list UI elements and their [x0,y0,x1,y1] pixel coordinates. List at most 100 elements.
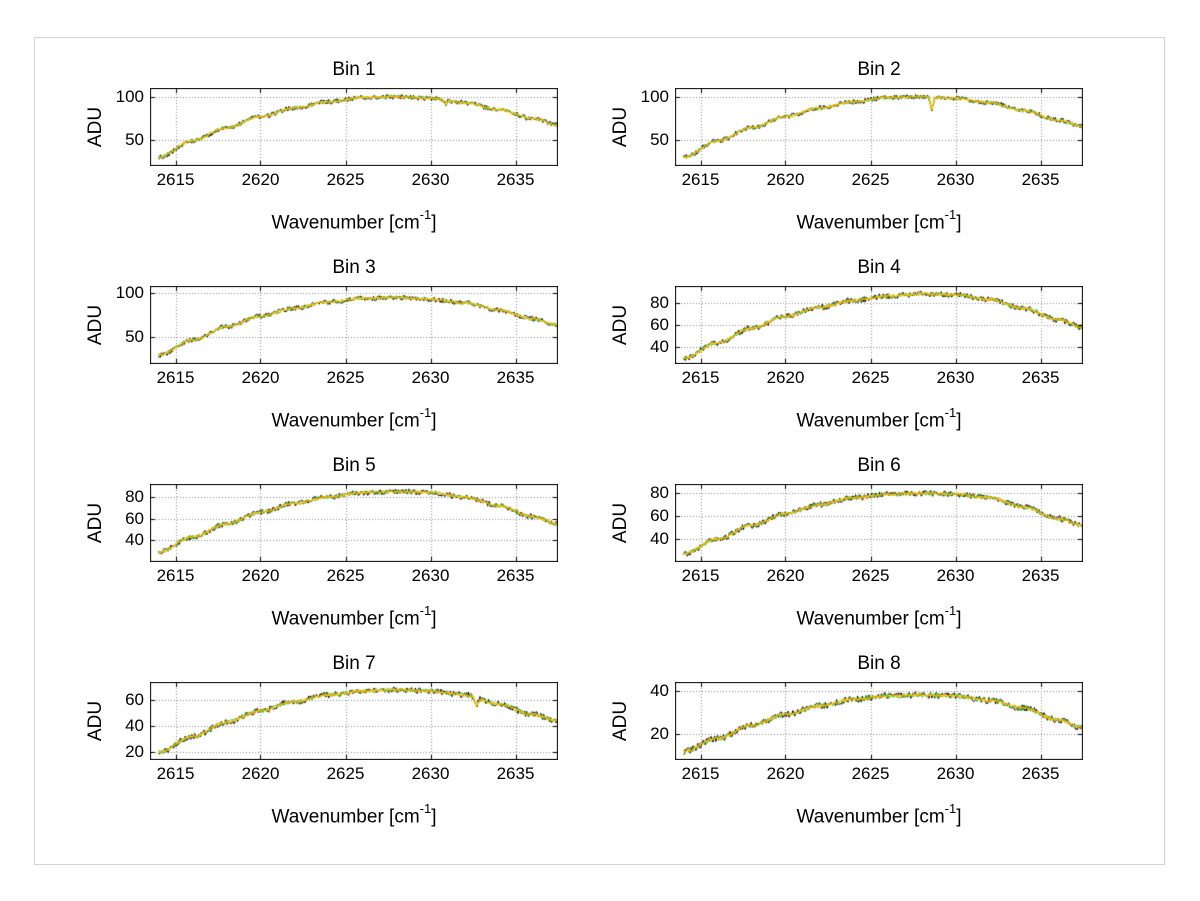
x-tick-label: 2620 [766,764,805,783]
x-tick-label: 2630 [411,764,450,783]
y-tick-label: 40 [650,529,669,549]
plot-canvas [675,286,1083,364]
x-axis-label-close: ] [431,608,437,630]
y-tick-label: 40 [650,680,669,700]
x-tick-label: 2630 [411,566,450,585]
x-axis-label-sup: -1 [419,405,432,420]
x-axis-label-text: Wavenumber [cm [796,608,945,630]
x-axis-label: Wavenumber [cm-1] [675,204,1083,236]
subplot-bin-5: Bin 5 ADU Wavenumber [cm-1] 2615 2620 2625… [30,454,570,636]
x-tick-label: 2615 [681,170,720,189]
x-axis-label-text: Wavenumber [cm [796,410,945,432]
x-axis-label-sup: -1 [419,801,432,816]
x-tick-label: 2635 [1021,170,1060,189]
x-tick-label: 2615 [681,566,720,585]
chart-title: Bin 5 [332,455,376,476]
x-axis-label-close: ] [956,410,962,432]
x-axis-label: Wavenumber [cm-1] [150,204,558,236]
subplot-bin-2: Bin 2 ADU Wavenumber [cm-1] 2615 2620 2625… [555,58,1095,240]
chart-title: Bin 2 [857,59,901,80]
x-axis-label-text: Wavenumber [cm [271,410,420,432]
y-tick-label: 60 [125,508,144,528]
plot-canvas [675,88,1083,166]
x-axis-label: Wavenumber [cm-1] [150,798,558,830]
x-axis-label-sup: -1 [944,405,957,420]
x-tick-label: 2615 [156,566,195,585]
x-tick-label: 2620 [241,566,280,585]
x-tick-label: 2630 [936,764,975,783]
x-axis-label-text: Wavenumber [cm [271,806,420,828]
plot-canvas [150,484,558,562]
x-tick-label: 2635 [496,764,535,783]
x-axis-label-close: ] [956,806,962,828]
subplot-bin-1: Bin 1 ADU Wavenumber [cm-1] 2615 2620 2625… [30,58,570,240]
x-tick-label: 2625 [326,764,365,783]
x-tick-label: 2615 [681,764,720,783]
x-tick-label: 2630 [411,170,450,189]
x-axis-label: Wavenumber [cm-1] [675,402,1083,434]
x-axis-label-sup: -1 [944,603,957,618]
plot-canvas [150,88,558,166]
y-tick-label: 80 [125,487,144,506]
x-axis-label-close: ] [431,806,437,828]
x-axis-label-text: Wavenumber [cm [271,212,420,234]
plot-canvas [675,484,1083,562]
x-tick-label: 2615 [156,764,195,783]
x-tick-label: 2625 [851,368,890,387]
x-tick-label: 2625 [326,368,365,387]
x-tick-label: 2625 [326,566,365,585]
y-tick-label: 40 [125,716,144,736]
x-axis-label: Wavenumber [cm-1] [675,600,1083,632]
subplot-bin-6: Bin 6 ADU Wavenumber [cm-1] 2615 2620 2625… [555,454,1095,636]
x-tick-label: 2635 [1021,764,1060,783]
chart-title: Bin 1 [332,59,376,80]
x-axis-label-sup: -1 [419,603,432,618]
x-axis-label-sup: -1 [944,207,957,222]
plot-canvas [675,682,1083,760]
x-axis-label-close: ] [431,212,437,234]
y-tick-label: 100 [115,283,144,303]
y-tick-label: 50 [125,327,144,347]
x-tick-label: 2635 [1021,368,1060,387]
y-tick-label: 100 [115,86,144,106]
y-tick-label: 80 [650,292,669,312]
y-tick-label: 80 [650,483,669,503]
plot-canvas [150,682,558,760]
y-tick-label: 40 [125,530,144,550]
x-tick-label: 2620 [766,566,805,585]
x-tick-label: 2635 [1021,566,1060,585]
x-axis-label: Wavenumber [cm-1] [150,402,558,434]
x-tick-label: 2620 [241,368,280,387]
y-tick-label: 20 [125,742,144,762]
x-axis-label-close: ] [956,212,962,234]
x-tick-label: 2625 [851,566,890,585]
x-tick-label: 2625 [326,170,365,189]
x-tick-label: 2630 [936,566,975,585]
subplot-bin-8: Bin 8 ADU Wavenumber [cm-1] 2615 2620 2625… [555,652,1095,834]
x-axis-label-text: Wavenumber [cm [271,608,420,630]
chart-title: Bin 8 [857,653,901,674]
y-tick-label: 50 [650,130,669,149]
subplot-bin-4: Bin 4 ADU Wavenumber [cm-1] 2615 2620 2625… [555,256,1095,438]
chart-title: Bin 4 [857,257,901,278]
x-axis-label: Wavenumber [cm-1] [675,798,1083,830]
x-tick-label: 2620 [241,170,280,189]
y-tick-label: 60 [650,315,669,334]
plot-canvas [150,286,558,364]
chart-title: Bin 7 [332,653,376,674]
x-tick-label: 2630 [936,170,975,189]
x-tick-label: 2635 [496,566,535,585]
x-axis-label-text: Wavenumber [cm [796,212,945,234]
y-tick-label: 60 [125,690,144,710]
x-tick-label: 2620 [766,170,805,189]
x-tick-label: 2635 [496,368,535,387]
x-axis-label-close: ] [431,410,437,432]
subplot-bin-7: Bin 7 ADU Wavenumber [cm-1] 2615 2620 2625… [30,652,570,834]
y-tick-label: 60 [650,506,669,526]
y-tick-label: 20 [650,724,669,743]
x-axis-label-close: ] [956,608,962,630]
x-tick-label: 2615 [156,170,195,189]
x-axis-label-sup: -1 [419,207,432,222]
chart-title: Bin 6 [857,455,901,476]
